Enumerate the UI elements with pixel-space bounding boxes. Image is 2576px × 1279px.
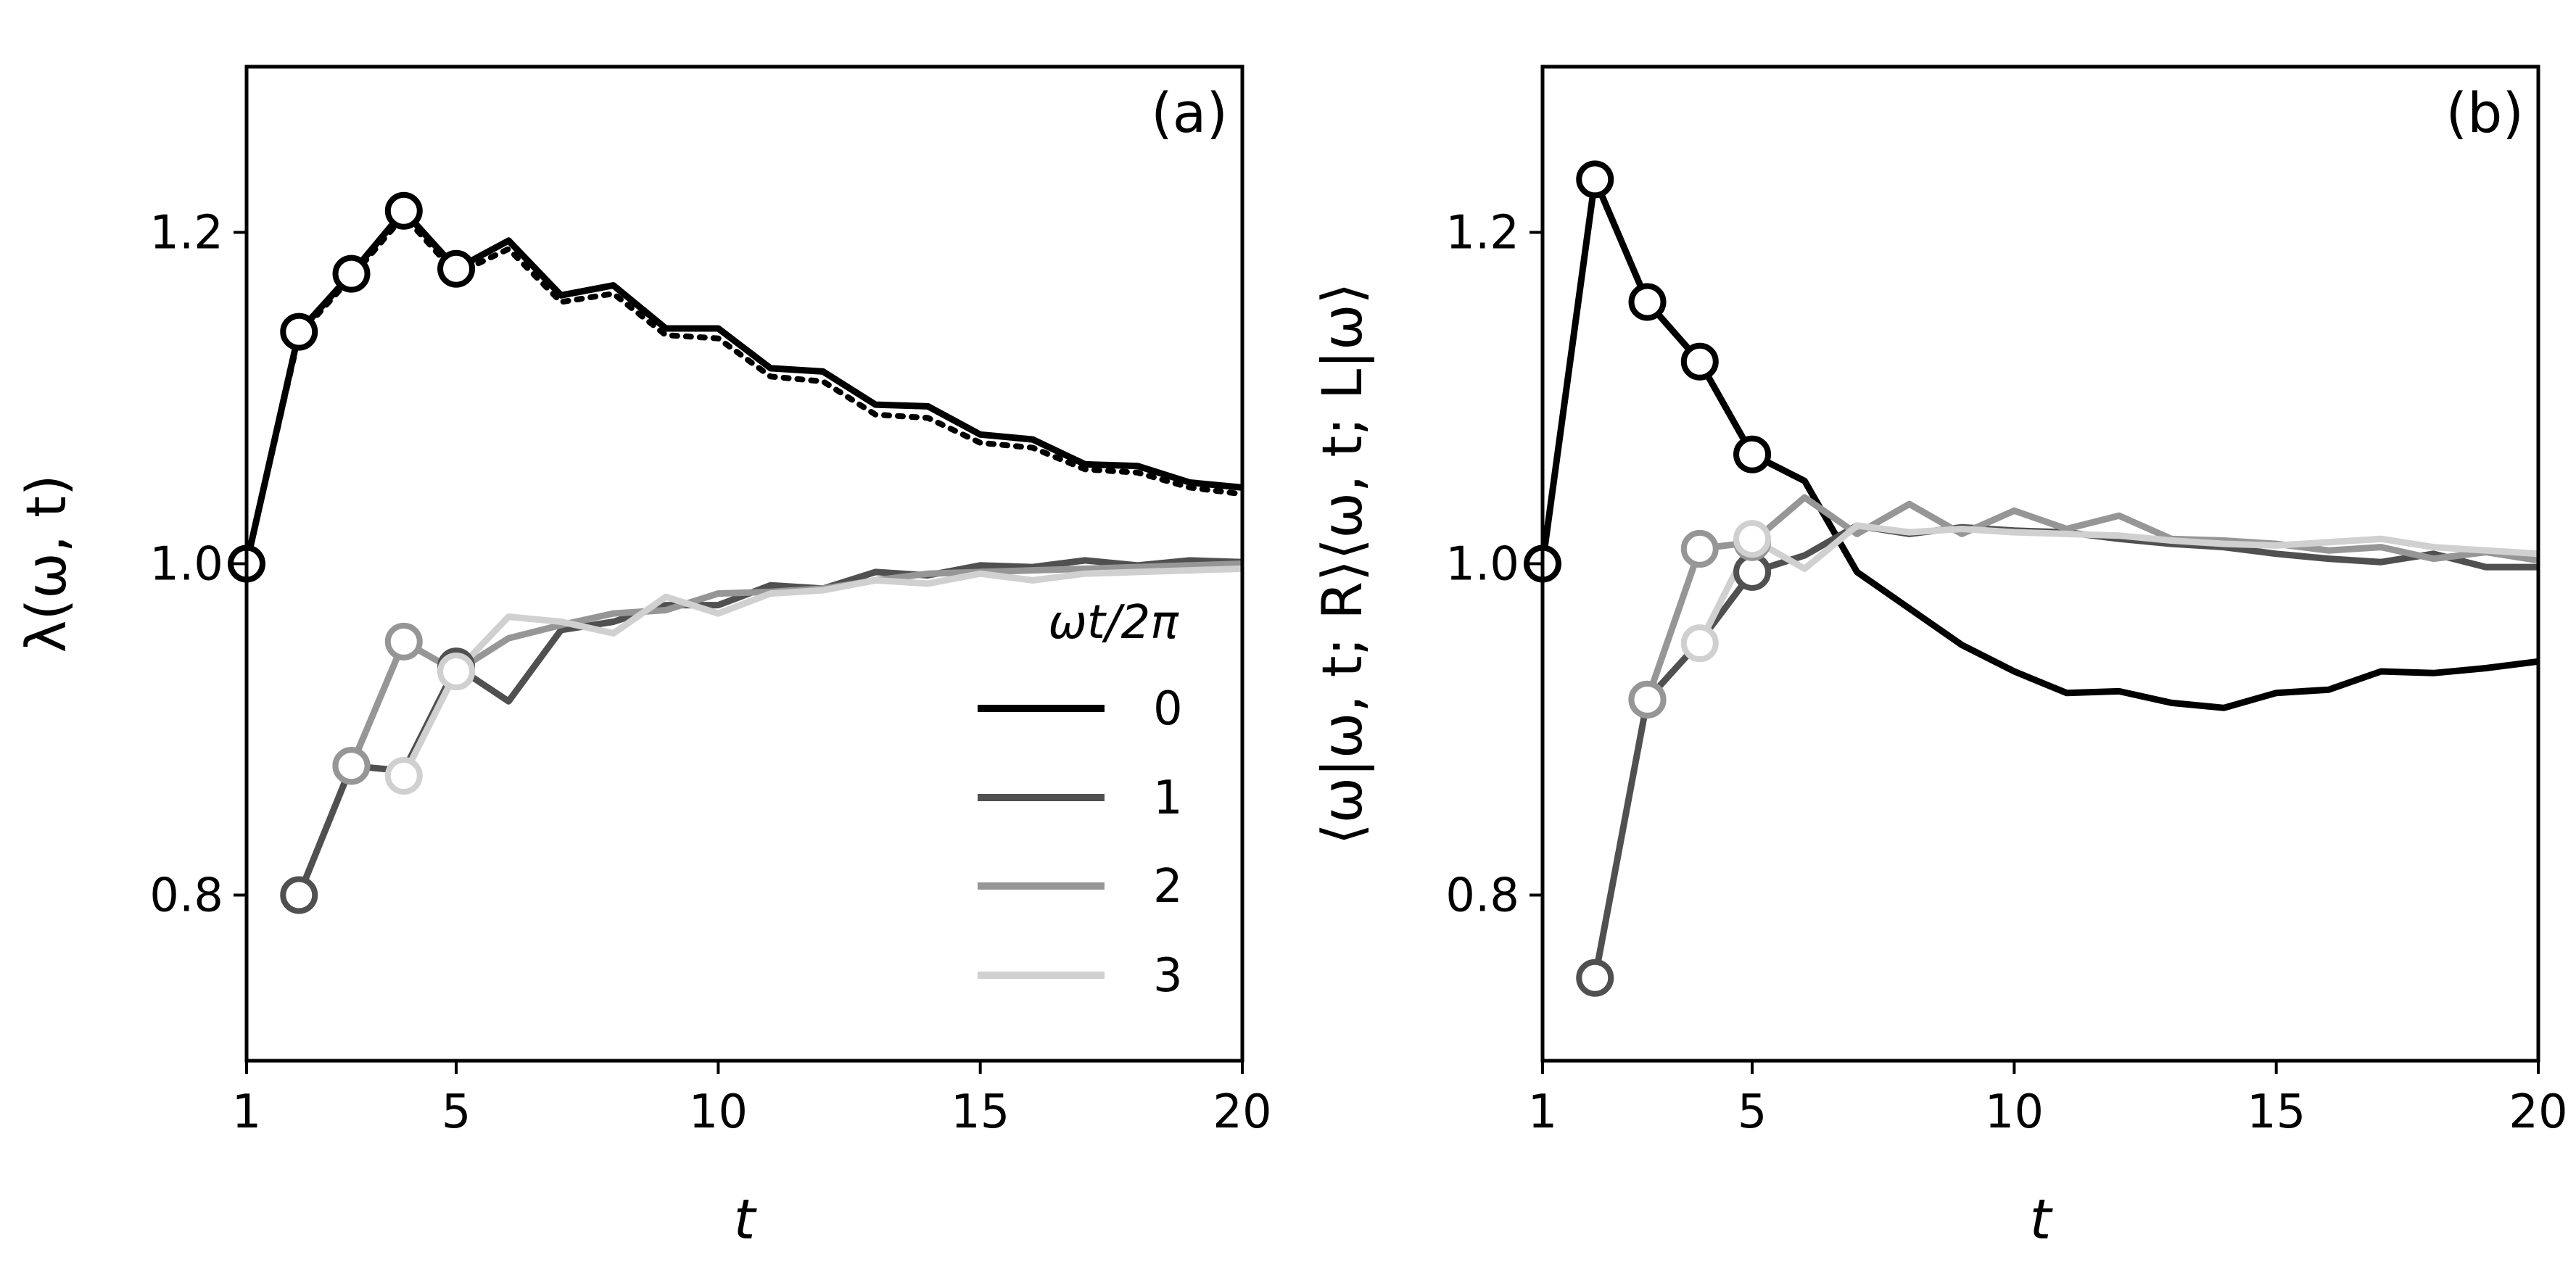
panel-a-series-layer [228,191,1245,914]
panel-b-series-0-marker-t2 [1576,160,1614,199]
panel-b-series-0-marker-t5 [1733,435,1772,473]
panel-b-ytick-label-0: 0.8 [1445,869,1519,923]
panel-b-xtick-label-4: 20 [2509,1085,2567,1139]
panel-a-label: (a) [1151,80,1228,145]
panel-a-ytick-label-2: 1.2 [149,207,223,260]
panel-b-xtick-label-2: 10 [1985,1085,2044,1139]
panel-a-xtick-label-3: 15 [951,1085,1010,1139]
panel-b-series-3-marker-t5 [1733,520,1772,558]
panel-a-series-3-marker-t5 [437,653,476,691]
panel-a-ylabel: λ(ω, t) [14,474,78,653]
legend-label-0: 0 [1153,682,1183,736]
panel-b-series-3-marker-t4 [1680,624,1719,663]
panel-a-xtick-label-1: 5 [442,1085,471,1139]
panel-a-ytick-label-0: 0.8 [149,869,223,923]
legend-label-3: 3 [1153,949,1183,1003]
panel-b-series-3-line [1696,522,2539,645]
panel-b-ticks: 1 5 10 15 200.81.01.2 [1445,207,2568,1140]
panel-b-xlabel: t [2030,1187,2054,1251]
panel-b-ylabel: ⟨ω|ω, t; R⟩⟨ω, t; L|ω⟩ [1310,283,1375,845]
panel-b-ytick-label-1: 1.0 [1445,538,1519,592]
legend: ωt/2π 0 1 2 3 [978,596,1183,1003]
panel-b-series-2-marker-t3 [1628,680,1667,719]
panel-b-ytick-label-2: 1.2 [1445,207,1519,260]
panel-b-xtick-label-1: 5 [1738,1085,1767,1139]
panel-b: 1 5 10 15 200.81.01.2 (b) t ⟨ω|ω, t; R⟩⟨ω, t… [1310,65,2568,1251]
panel-a-xtick-label-4: 20 [1213,1085,1271,1139]
panel-a-series-0-marker-t5 [437,249,476,288]
panel-a-series-0-marker-t3 [332,254,371,293]
panel-b-xtick-label-0: 1 [1528,1085,1558,1139]
panel-a-series-2-marker-t3 [332,747,371,785]
legend-title: ωt/2π [1048,596,1179,650]
panel-a-series-3-line [400,565,1243,778]
panel-b-series-1-marker-t2 [1576,959,1614,997]
panel-b-series-2-line [1644,494,2539,701]
panel-a-xtick-label-0: 1 [232,1085,262,1139]
panel-a-ticks: 1 5 10 15 200.81.01.2 [149,207,1272,1140]
legend-label-2: 2 [1153,860,1183,914]
panel-a: 1 5 10 15 200.81.01.2 (a) t λ(ω, t) ωt/2π 0 … [14,65,1272,1251]
panel-b-series-0-marker-t4 [1680,342,1719,381]
panel-b-series-0-marker-t3 [1628,283,1667,321]
legend-label-1: 1 [1153,771,1183,825]
panel-a-ytick-label-1: 1.0 [149,538,223,592]
panel-a-series-1-marker-t2 [280,876,318,914]
panel-a-series-0-marker-t4 [384,191,423,230]
panel-a-series-2-marker-t4 [384,622,423,661]
panel-a-xlabel: t [734,1187,758,1251]
panel-a-series-3-marker-t4 [384,756,423,795]
panel-b-label: (b) [2445,80,2524,145]
panel-b-series-layer [1524,160,2539,997]
panel-a-series-0-marker-t2 [280,312,318,351]
panel-b-xtick-label-3: 15 [2247,1085,2305,1139]
panel-b-series-2-marker-t4 [1680,529,1719,568]
panel-a-xtick-label-2: 10 [689,1085,748,1139]
